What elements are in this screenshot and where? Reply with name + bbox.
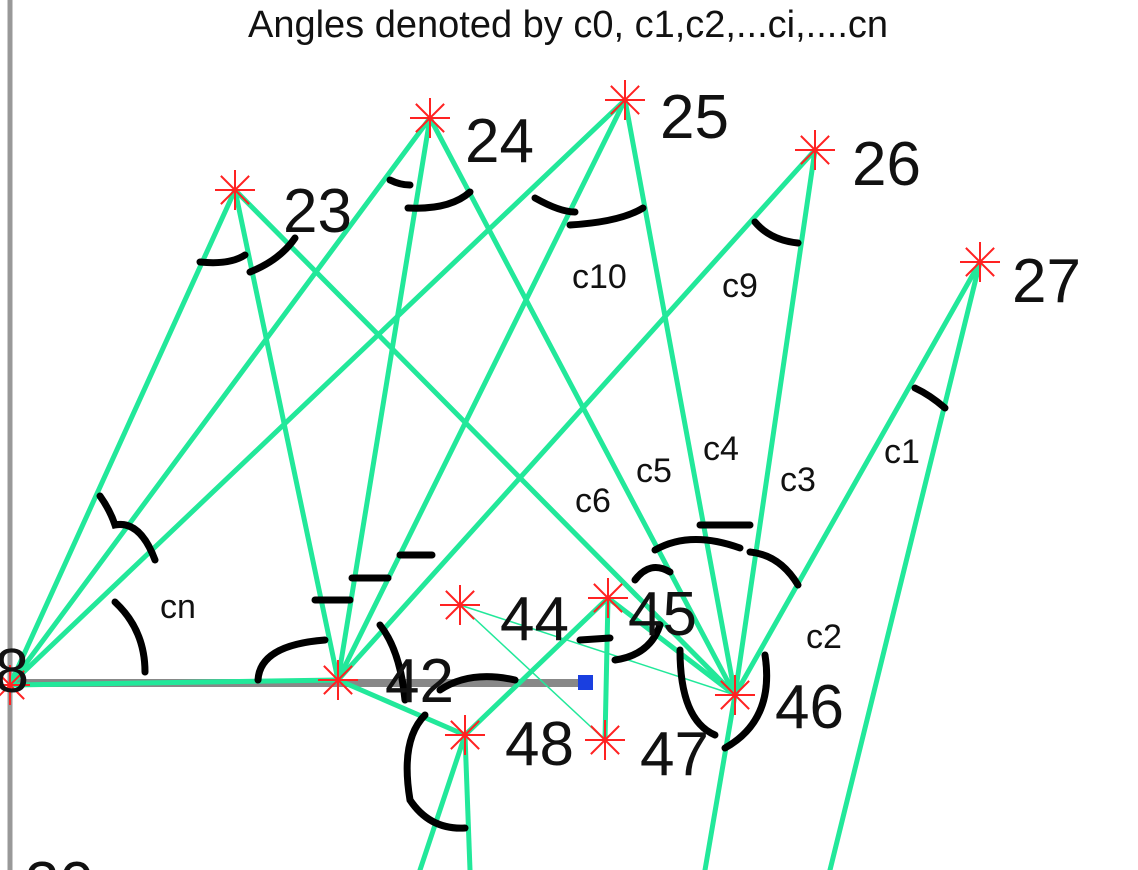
node-label: 25 [660, 83, 729, 152]
node-label: 47 [640, 720, 709, 789]
edge [335, 147, 818, 683]
thin-edge [459, 604, 736, 696]
angle-label: c5 [636, 452, 672, 490]
node-marker [445, 715, 485, 755]
angle-label: c1 [884, 433, 920, 471]
node-marker [585, 720, 625, 760]
edge [7, 677, 341, 688]
edge [417, 732, 468, 870]
thin-edge [459, 604, 606, 741]
node-marker [440, 585, 480, 625]
marker-stroke [590, 725, 620, 755]
node-label: 26 [852, 130, 921, 199]
edge [232, 187, 738, 698]
node-label: 30 [25, 850, 94, 870]
marker-stroke [445, 590, 475, 620]
edge [462, 732, 473, 870]
edge [605, 595, 738, 698]
node-marker [215, 170, 255, 210]
node-label: 24 [465, 107, 534, 176]
endpoint-marker [578, 675, 593, 690]
angle-label: cn [160, 588, 196, 626]
node-label: 28 [0, 637, 29, 706]
edges [7, 97, 983, 870]
angle-arcs [96, 176, 949, 832]
node-marker [960, 242, 1000, 282]
node-marker [795, 130, 835, 170]
edge [7, 187, 238, 688]
title: Angles denoted by c0, c1,c2,...ci,....cn [248, 4, 888, 46]
marker-stroke [323, 665, 353, 695]
marker-stroke [720, 680, 750, 710]
edge [427, 115, 738, 698]
node-label: 23 [283, 177, 352, 246]
marker-stroke [965, 247, 995, 277]
node-label: 46 [775, 673, 844, 742]
edge [732, 259, 983, 698]
angle-label: c2 [806, 618, 842, 656]
angle-label: c6 [575, 482, 611, 520]
marker-stroke [220, 175, 250, 205]
node-marker [715, 675, 755, 715]
edge [827, 259, 983, 870]
marker-stroke [415, 103, 445, 133]
angle-label: c4 [703, 430, 739, 468]
edge [335, 97, 628, 683]
edge [7, 115, 433, 688]
node-marker [410, 98, 450, 138]
node-marker [605, 80, 645, 120]
node-label: 48 [505, 710, 574, 779]
marker-stroke [0, 670, 25, 697]
node-label: 42 [385, 647, 454, 716]
marker-stroke [593, 583, 623, 613]
node-label: 45 [628, 580, 697, 649]
edge [732, 147, 818, 698]
node-label: 27 [1012, 247, 1081, 316]
node-marker [318, 660, 358, 700]
marker-stroke [450, 720, 480, 750]
angle-label: c9 [722, 267, 758, 305]
edge [335, 677, 468, 738]
edge [702, 692, 738, 870]
angle-label: c10 [572, 258, 627, 296]
edge [622, 97, 738, 698]
node-marker [588, 578, 628, 618]
marker-stroke [610, 85, 640, 115]
node-label: 44 [500, 585, 569, 654]
edge [7, 97, 628, 688]
edge [462, 595, 611, 738]
marker-stroke [800, 135, 830, 165]
node-marker [0, 665, 30, 705]
edge [602, 595, 611, 743]
angle-label: c3 [780, 461, 816, 499]
node-markers [0, 80, 1000, 760]
